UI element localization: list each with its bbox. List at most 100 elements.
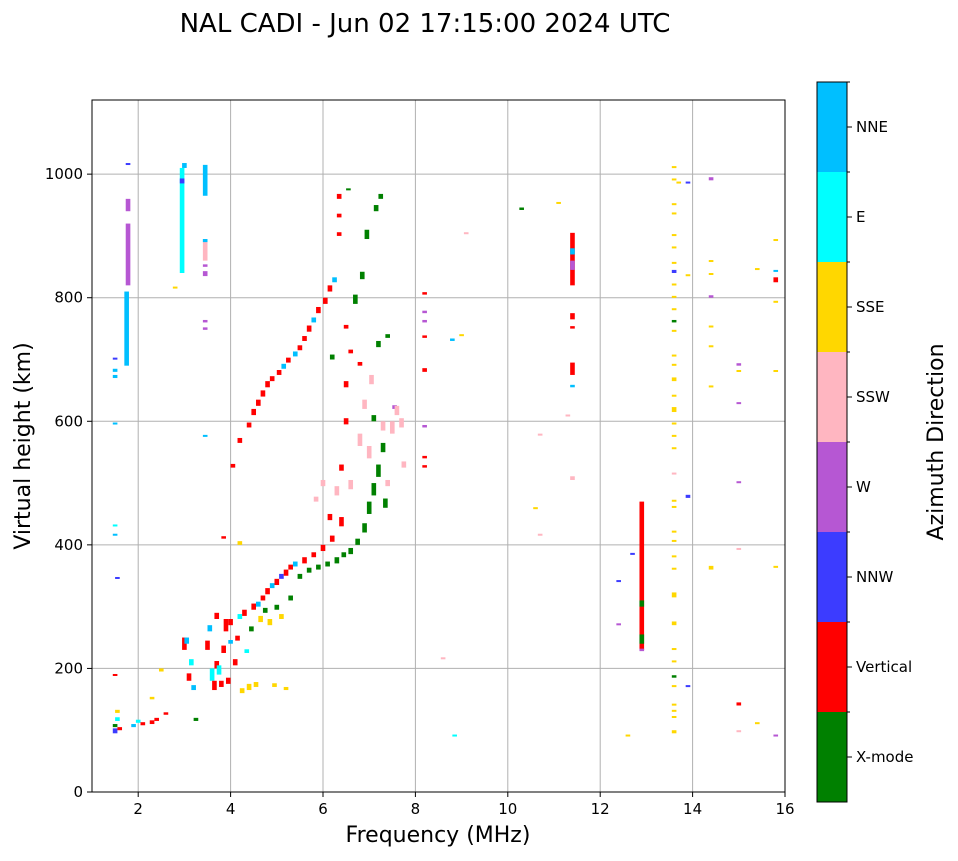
x-tick-label: 2 [133, 800, 143, 818]
y-tick-label: 0 [73, 783, 83, 801]
point-nne [112, 368, 118, 372]
point-sse [685, 274, 691, 277]
y-axis-label: Virtual height (km) [11, 342, 36, 549]
data-points [112, 163, 779, 737]
point-vertical [327, 513, 333, 521]
point-sse [671, 234, 677, 237]
colorbar-tick-label: E [856, 208, 865, 226]
point-vertical [221, 536, 226, 539]
point-sse [671, 422, 677, 425]
point-vertical [570, 313, 575, 320]
point-nne [570, 248, 575, 255]
point-e [216, 665, 222, 675]
point-vertical [221, 645, 226, 653]
colorbar-swatch-ssw [817, 352, 847, 442]
point-sse [671, 203, 677, 206]
point-sse [671, 505, 677, 508]
point-e [452, 734, 457, 737]
colorbar-label: Azimuth Direction [924, 343, 949, 540]
point-sse [671, 434, 677, 437]
point-w [570, 260, 575, 270]
point-ssw [334, 486, 340, 496]
point-vertical [570, 232, 575, 286]
chart-title: NAL CADI - Jun 02 17:15:00 2024 UTC [180, 9, 671, 39]
colorbar-tick-label: SSW [856, 388, 890, 406]
point-sse [158, 668, 164, 672]
point-sse [246, 683, 252, 691]
point-sse [671, 377, 677, 382]
point-vertical [186, 673, 192, 681]
point-nne [184, 637, 190, 644]
point-x-mode [329, 354, 335, 360]
point-sse [671, 592, 677, 598]
point-x-mode [378, 193, 384, 199]
point-sse [773, 370, 779, 373]
point-vertical [323, 297, 328, 304]
point-nne [281, 363, 287, 369]
point-x-mode [376, 340, 381, 348]
point-x-mode [348, 547, 354, 555]
point-x-mode [306, 567, 312, 573]
point-x-mode [341, 552, 347, 558]
point-sse [671, 447, 677, 450]
point-w [708, 177, 714, 181]
point-nne [202, 239, 208, 243]
point-nnw [115, 576, 120, 579]
point-x-mode [249, 626, 254, 632]
point-vertical [214, 612, 220, 619]
point-ssw [357, 433, 363, 446]
point-sse [671, 394, 677, 397]
point-sse [676, 181, 682, 184]
point-x-mode [364, 229, 370, 240]
point-x-mode [366, 501, 372, 514]
point-nne [191, 685, 196, 691]
point-vertical [422, 335, 427, 338]
point-ssw [399, 418, 404, 428]
point-ssw [671, 472, 677, 475]
point-e [189, 659, 194, 666]
point-x-mode [325, 561, 330, 567]
x-tick-label: 14 [683, 800, 702, 818]
point-ssw [463, 232, 469, 235]
point-ssw [320, 479, 326, 487]
point-vertical [163, 712, 169, 715]
x-tick-label: 4 [226, 800, 236, 818]
point-nne [311, 317, 317, 323]
point-sse [671, 685, 677, 688]
point-w [202, 319, 208, 323]
point-x-mode [274, 604, 280, 610]
x-axis-label: Frequency (MHz) [346, 823, 531, 848]
point-ssw [736, 547, 742, 550]
point-x-mode [355, 538, 360, 545]
point-sse [671, 329, 677, 332]
point-sse [671, 283, 677, 286]
point-vertical [260, 595, 266, 601]
point-vertical [316, 306, 321, 314]
point-w [773, 734, 779, 737]
colorbar-swatch-nne [817, 82, 847, 172]
point-x-mode [297, 573, 303, 579]
point-sse [272, 683, 277, 687]
point-x-mode [262, 607, 268, 613]
point-x-mode [639, 634, 645, 644]
colorbar-frame [816, 81, 848, 803]
point-nne [292, 561, 298, 567]
point-x-mode [316, 564, 321, 570]
y-tick-label: 600 [54, 412, 83, 430]
point-sse [556, 201, 561, 204]
point-sse [671, 621, 677, 626]
point-nne [202, 164, 208, 196]
point-nne [182, 163, 187, 168]
point-x-mode [362, 523, 367, 533]
point-nne [202, 434, 208, 437]
point-sse [115, 709, 120, 713]
point-vertical [570, 326, 575, 329]
point-e [244, 649, 250, 653]
point-sse [253, 682, 259, 687]
point-x-mode [334, 557, 340, 564]
point-sse [239, 688, 245, 694]
point-vertical [320, 544, 326, 552]
point-w [422, 424, 427, 428]
point-vertical [237, 437, 243, 443]
